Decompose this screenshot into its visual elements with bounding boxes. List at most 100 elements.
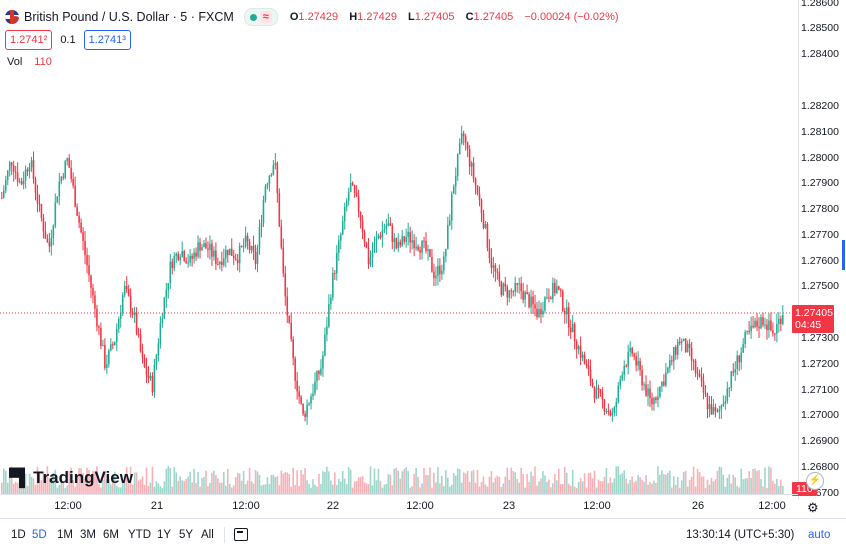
candle-body bbox=[177, 253, 180, 261]
symbol-title[interactable]: British Pound / U.S. Dollar · 5 · FXCM bbox=[24, 10, 234, 24]
candle-body bbox=[579, 346, 582, 358]
volume-bar bbox=[379, 480, 382, 494]
price-tick-label: 1.27600 bbox=[801, 255, 839, 267]
volume-bar bbox=[381, 487, 384, 494]
volume-bar bbox=[488, 476, 491, 494]
range-button-ytd[interactable]: YTD bbox=[128, 529, 151, 541]
candle-body bbox=[153, 365, 156, 393]
range-button-6m[interactable]: 6M bbox=[103, 529, 119, 541]
range-button-1y[interactable]: 1Y bbox=[157, 529, 172, 541]
tradingview-logo-icon: ▀▌ bbox=[9, 468, 31, 487]
volume-bar bbox=[199, 486, 201, 494]
volume-bar bbox=[260, 485, 263, 494]
candle-body bbox=[375, 238, 378, 244]
candle-body bbox=[651, 398, 653, 405]
volume-bar bbox=[351, 487, 354, 494]
candle-body bbox=[276, 162, 279, 194]
price-tick-label: 1.27700 bbox=[801, 229, 839, 241]
volume-bar bbox=[127, 483, 130, 494]
candle-body bbox=[764, 324, 766, 326]
candle-body bbox=[76, 206, 78, 216]
volume-bar bbox=[336, 485, 338, 494]
candle-body bbox=[643, 384, 645, 386]
range-button-1m[interactable]: 1M bbox=[57, 529, 73, 541]
range-button-5d[interactable]: 5D bbox=[32, 529, 47, 541]
buy-button[interactable]: 1.2741³ bbox=[83, 30, 131, 50]
candle-body bbox=[32, 160, 35, 180]
candle-body bbox=[133, 313, 136, 315]
volume-bar bbox=[764, 467, 766, 494]
volume-bar bbox=[320, 483, 322, 494]
lightning-icon[interactable]: ⚡ bbox=[806, 472, 824, 490]
candle-body bbox=[280, 226, 283, 248]
candle-body bbox=[738, 355, 740, 363]
candle-body bbox=[462, 133, 465, 137]
volume-bar bbox=[290, 486, 292, 494]
volume-bar bbox=[359, 477, 362, 494]
candle-body bbox=[248, 241, 251, 251]
candle-body bbox=[585, 363, 588, 366]
volume-bar bbox=[772, 480, 774, 494]
volume-bar bbox=[762, 486, 764, 494]
range-button-5y[interactable]: 5Y bbox=[179, 529, 194, 541]
volume-bar bbox=[597, 479, 600, 494]
range-button-3m[interactable]: 3M bbox=[80, 529, 96, 541]
volume-bar bbox=[280, 470, 283, 494]
candle-body bbox=[460, 133, 463, 144]
volume-bar bbox=[676, 476, 679, 494]
candle-body bbox=[44, 231, 47, 239]
volume-bar bbox=[203, 477, 205, 494]
candle-body bbox=[778, 318, 780, 324]
volume-bar bbox=[540, 478, 542, 494]
clock-timezone[interactable]: 13:30:14 (UTC+5:30) bbox=[686, 529, 795, 541]
volume-legend[interactable]: Vol 110 bbox=[7, 56, 52, 68]
volume-bar bbox=[736, 485, 739, 494]
candle-body bbox=[298, 391, 300, 397]
volume-bar bbox=[104, 471, 106, 494]
market-status-badge[interactable]: ≈ bbox=[243, 8, 278, 26]
volume-bar bbox=[575, 487, 578, 494]
range-button-1d[interactable]: 1D bbox=[11, 529, 26, 541]
candle-body bbox=[341, 221, 344, 235]
candle-body bbox=[355, 193, 358, 197]
candle-body bbox=[674, 347, 677, 355]
price-axis[interactable]: 1.28600 1.28500 1.28400 1.28200 1.28100 1.280… bbox=[798, 0, 846, 500]
candle-body bbox=[165, 289, 168, 298]
candle-body bbox=[548, 297, 550, 299]
volume-bar bbox=[272, 474, 275, 494]
volume-bar bbox=[780, 479, 782, 494]
candle-body bbox=[213, 250, 215, 257]
volume-bar bbox=[671, 487, 673, 494]
volume-bar bbox=[123, 474, 126, 494]
candle-body bbox=[90, 275, 92, 288]
candle-body bbox=[240, 245, 243, 247]
volume-bar bbox=[560, 483, 562, 494]
candle-body bbox=[504, 283, 507, 287]
candle-body bbox=[623, 365, 626, 376]
sell-button[interactable]: 1.2741² bbox=[5, 30, 53, 50]
settings-gear-icon[interactable]: ⚙ bbox=[807, 500, 819, 515]
candle-body bbox=[78, 215, 80, 223]
candle-body bbox=[415, 246, 417, 249]
range-button-all[interactable]: All bbox=[201, 529, 214, 541]
price-tick-label: 1.27200 bbox=[801, 358, 839, 370]
volume-bar bbox=[728, 474, 731, 494]
candle-body bbox=[607, 411, 610, 413]
candle-body bbox=[80, 222, 82, 233]
candle-body bbox=[413, 240, 415, 249]
candle-body bbox=[108, 350, 110, 365]
candle-body bbox=[768, 320, 770, 330]
tradingview-logo[interactable]: ▀▌ TradingView bbox=[9, 468, 133, 487]
auto-scale-button[interactable]: auto bbox=[808, 529, 831, 541]
right-panel-handle[interactable] bbox=[842, 240, 845, 270]
candle-body bbox=[466, 142, 469, 150]
candle-body bbox=[2, 190, 5, 198]
volume-bar bbox=[579, 478, 582, 494]
volume-bar bbox=[12, 483, 15, 494]
volume-bar bbox=[627, 483, 629, 494]
volume-bar bbox=[601, 481, 604, 494]
calendar-icon[interactable] bbox=[234, 528, 248, 541]
volume-bar bbox=[403, 468, 405, 494]
volume-bar bbox=[667, 472, 669, 494]
